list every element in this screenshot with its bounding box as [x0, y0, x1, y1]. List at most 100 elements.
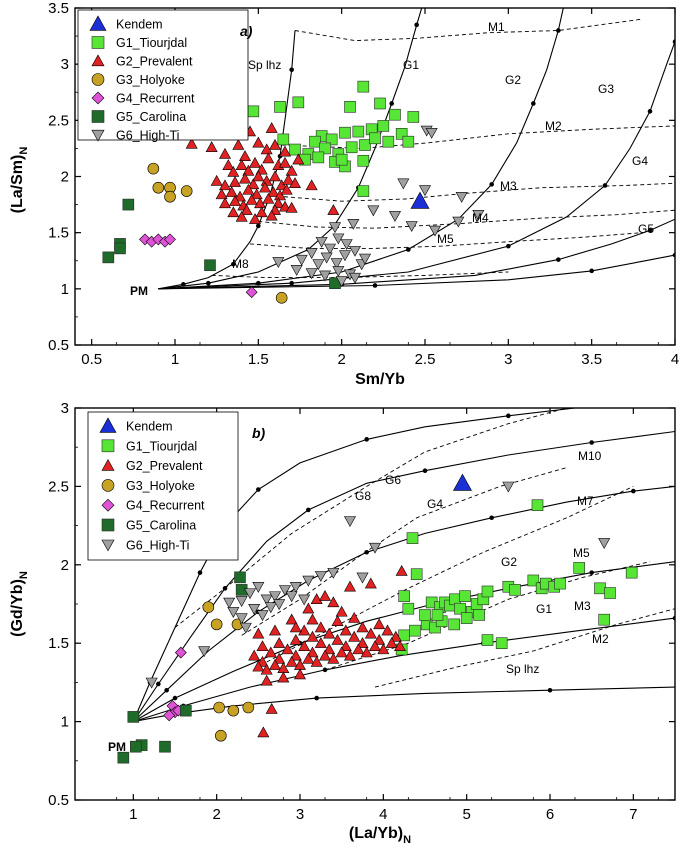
legend-marker-g3-holyoke	[101, 479, 115, 492]
model-curve-dot	[556, 28, 561, 33]
data-point-g2-prevalent	[255, 206, 268, 218]
model-curve-dot	[406, 247, 411, 252]
model-curve-dot	[506, 413, 511, 419]
legend-marker-g2-prevalent	[91, 54, 105, 67]
mixing-line-m3	[269, 182, 675, 202]
data-point-g2-prevalent	[327, 652, 340, 664]
data-point-g2-prevalent	[205, 141, 218, 152]
data-point-g1-tiourjdal	[481, 634, 494, 646]
x-tick-label: 3	[504, 351, 512, 368]
model-curve-dot	[589, 440, 594, 445]
data-point-g2-prevalent	[215, 188, 228, 200]
data-point-g5-carolina	[234, 571, 246, 584]
data-point-g2-prevalent	[256, 640, 269, 652]
data-point-g6-high-ti	[330, 258, 343, 270]
data-point-g2-prevalent	[273, 637, 286, 648]
curve-label-m10: M10	[578, 449, 602, 463]
data-point-g6-high-ti	[252, 582, 265, 593]
data-point-g1-tiourjdal	[345, 141, 358, 154]
data-point-g2-prevalent	[228, 175, 242, 187]
data-point-g2-prevalent	[289, 621, 302, 633]
data-point-g3-holyoke	[215, 729, 227, 742]
data-point-g6-high-ti	[235, 613, 248, 625]
data-point-g2-prevalent	[377, 643, 390, 655]
x-tick-label: 2	[212, 806, 220, 823]
y-tick-label: 1.5	[48, 635, 69, 652]
model-curve-dot	[314, 695, 319, 701]
data-point-g3-holyoke	[202, 601, 215, 613]
data-point-g6-high-ti	[356, 572, 369, 584]
data-point-g1-tiourjdal	[339, 126, 351, 139]
panel-b-curve-labels: G8 G6 G4 G2 G1 Sp lhz M10 M7 M5 M3 M2 PM	[108, 449, 609, 754]
data-point-g1-tiourjdal	[409, 624, 421, 637]
legend-box	[77, 9, 249, 141]
legend-marker-g6-high-ti	[101, 539, 115, 552]
curve-label-pm: PM	[130, 284, 148, 298]
curve-label-m5: M5	[573, 546, 590, 560]
panel-a-data-points	[102, 80, 485, 304]
model-curve-dot	[206, 280, 211, 286]
data-point-g6-high-ti	[260, 594, 273, 606]
panel-b-y-axis-label-main: (Gd/Yb)	[9, 579, 26, 637]
data-point-g2-prevalent	[268, 138, 282, 150]
data-point-g2-prevalent	[268, 624, 282, 636]
panel-b-x-axis-label: (La/Yb)N	[349, 825, 411, 846]
model-curve-dot	[172, 695, 178, 701]
data-point-g4-recurrent	[245, 286, 258, 299]
data-point-g2-prevalent	[265, 209, 278, 221]
legend-marker-kendem	[89, 15, 107, 31]
data-point-g2-prevalent	[292, 153, 305, 165]
data-point-g2-prevalent	[265, 122, 278, 133]
data-point-g2-prevalent	[343, 580, 357, 592]
data-point-g6-high-ti	[472, 209, 485, 221]
y-tick-label: 2	[61, 169, 69, 186]
legend-marker-g3-holyoke	[91, 73, 105, 86]
data-point-g2-prevalent	[327, 596, 340, 608]
data-point-g1-tiourjdal	[407, 111, 420, 123]
data-point-g2-prevalent	[210, 174, 223, 186]
data-point-g6-high-ti	[452, 216, 465, 228]
data-point-kendem	[452, 473, 473, 491]
data-point-g2-prevalent	[222, 159, 235, 170]
curve-label-g4: G4	[632, 154, 648, 168]
data-point-g1-tiourjdal	[382, 135, 395, 148]
model-curve-dot	[489, 515, 494, 521]
data-point-g6-high-ti	[332, 266, 345, 277]
mixing-line-m1	[294, 18, 642, 42]
data-point-g1-tiourjdal	[389, 108, 401, 121]
model-curve-dot	[547, 687, 553, 693]
legend-label-g3-holyoke: G3_Holyoke	[126, 479, 195, 493]
legend-marker-g1-tiourjdal	[91, 36, 105, 49]
data-point-g2-prevalent	[252, 627, 265, 639]
data-point-g2-prevalent	[227, 206, 240, 218]
data-point-g2-prevalent	[238, 172, 252, 184]
panel-b-y-axis-label: (Gd/Yb)N	[9, 571, 30, 637]
data-point-g6-high-ti	[298, 594, 311, 606]
data-point-g2-prevalent	[343, 649, 357, 661]
panel-a-x-axis-label: Sm/Yb	[355, 371, 405, 388]
data-point-g1-tiourjdal	[598, 613, 610, 626]
data-point-g2-prevalent	[360, 646, 373, 658]
model-curve-dot	[364, 549, 369, 555]
mixing-line-m8	[211, 271, 509, 279]
x-tick-label: 6	[546, 806, 554, 823]
x-tick-label: 3	[296, 806, 304, 823]
data-point-g2-prevalent	[278, 145, 292, 157]
data-point-g6-high-ti	[332, 233, 345, 245]
data-point-g6-high-ti	[273, 599, 286, 611]
data-point-g6-high-ti	[314, 571, 327, 582]
data-point-g2-prevalent	[339, 624, 352, 636]
data-point-g2-prevalent	[232, 138, 245, 150]
data-point-g6-high-ti	[302, 575, 315, 587]
data-point-g1-tiourjdal	[398, 590, 410, 602]
data-point-g1-tiourjdal	[319, 142, 331, 155]
model-curve-dot	[306, 507, 311, 513]
data-point-g2-prevalent	[238, 150, 252, 161]
y-tick-label: 2	[61, 557, 69, 574]
legend-marker-g4-recurrent	[91, 91, 105, 105]
y-tick-label: 2.5	[48, 112, 69, 129]
data-point-g1-tiourjdal	[395, 128, 408, 140]
data-point-g1-tiourjdal	[431, 609, 444, 621]
data-point-g2-prevalent	[252, 136, 265, 148]
y-tick-label: 1	[61, 281, 69, 298]
